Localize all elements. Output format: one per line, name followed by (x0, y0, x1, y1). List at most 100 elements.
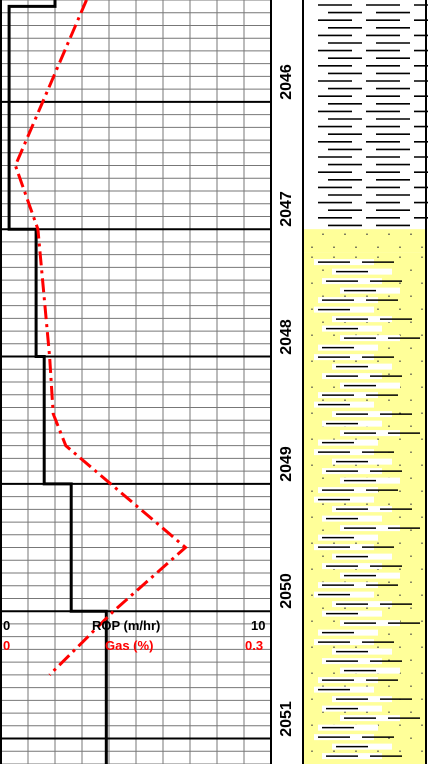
depth-label-2050: 2050 (278, 573, 295, 609)
sand-dot (421, 620, 423, 622)
sand-dot (344, 503, 346, 505)
sand-dot (399, 282, 401, 284)
sand-dot (344, 399, 346, 401)
sand-dot (311, 646, 313, 648)
sand-dot (421, 672, 423, 674)
sand-dot (410, 659, 412, 661)
sand-dot (410, 373, 412, 375)
sand-dot (311, 256, 313, 258)
sand-dot (410, 607, 412, 609)
sand-dot (410, 399, 412, 401)
rop-curve (7, 0, 108, 764)
sand-dot (399, 750, 401, 752)
sand-dot (377, 542, 379, 544)
sand-dot (410, 233, 412, 235)
sand-dot (355, 464, 357, 466)
sand-dot (410, 633, 412, 635)
sand-dot (355, 542, 357, 544)
sand-dot (355, 256, 357, 258)
sand-dot (344, 233, 346, 235)
sand-dot (421, 308, 423, 310)
sand-dot (333, 438, 335, 440)
sand-dot (311, 308, 313, 310)
sand-dot (399, 594, 401, 596)
depth-label-2046: 2046 (278, 64, 295, 100)
sand-dot (388, 425, 390, 427)
sand-dot (322, 477, 324, 479)
sand-dot (388, 503, 390, 505)
sand-dot (311, 750, 313, 752)
sand-dot (410, 347, 412, 349)
sand-dot (366, 711, 368, 713)
sand-dot (333, 672, 335, 674)
sand-dot (421, 516, 423, 518)
sand-dot (311, 542, 313, 544)
gas-scale-max: 0.3 (245, 638, 264, 653)
sand-dot (377, 594, 379, 596)
sand-dot (377, 246, 379, 248)
sand-dot (333, 334, 335, 336)
depth-label-2051: 2051 (278, 700, 295, 737)
sand-dot (333, 620, 335, 622)
sand-dot (377, 464, 379, 466)
sand-dot (388, 295, 390, 297)
sand-dot (421, 490, 423, 492)
sand-dot (421, 438, 423, 440)
sand-dot (377, 438, 379, 440)
sand-dot (322, 685, 324, 687)
sand-dot (333, 386, 335, 388)
sand-dot (355, 750, 357, 752)
gas-curve (13, 0, 188, 676)
rop-scale-max: 10 (251, 618, 266, 633)
sand-dot (421, 256, 423, 258)
sand-dot (388, 711, 390, 713)
lithology-sandstone (304, 229, 425, 253)
sand-dot (421, 568, 423, 570)
sand-dot (333, 464, 335, 466)
sand-dot (410, 711, 412, 713)
sand-dot (344, 711, 346, 713)
sand-dot (311, 698, 313, 700)
sand-dot (421, 724, 423, 726)
sand-dot (311, 516, 313, 518)
sand-dot (311, 246, 313, 248)
sand-dot (410, 581, 412, 583)
depth-label-2047: 2047 (278, 191, 295, 227)
sand-dot (322, 399, 324, 401)
sand-dot (399, 646, 401, 648)
rop-gas-track-grid (1, 0, 271, 764)
sand-dot (421, 542, 423, 544)
sand-dot (311, 438, 313, 440)
sand-dot (366, 503, 368, 505)
sand-dot (366, 295, 368, 297)
sand-dot (311, 620, 313, 622)
sand-dot (377, 256, 379, 258)
sand-dot (399, 490, 401, 492)
sand-dot (333, 542, 335, 544)
sand-dot (366, 233, 368, 235)
sand-dot (399, 438, 401, 440)
sand-dot (311, 282, 313, 284)
sand-dot (399, 568, 401, 570)
sand-dot (421, 386, 423, 388)
sand-dot (311, 386, 313, 388)
gas-scale-min: 0 (3, 638, 11, 653)
sand-dot (333, 360, 335, 362)
sand-dot (344, 295, 346, 297)
sand-dot (388, 399, 390, 401)
sand-dot (377, 360, 379, 362)
sand-dot (311, 412, 313, 414)
sand-dot (388, 581, 390, 583)
sand-dot (311, 672, 313, 674)
sand-dot (311, 360, 313, 362)
sand-dot (399, 360, 401, 362)
sand-dot (344, 607, 346, 609)
depth-label-2049: 2049 (278, 446, 295, 482)
sand-dot (322, 555, 324, 557)
sand-dot (399, 724, 401, 726)
sand-dot (377, 646, 379, 648)
sand-dot (421, 464, 423, 466)
sand-dot (410, 477, 412, 479)
sand-dot (355, 246, 357, 248)
